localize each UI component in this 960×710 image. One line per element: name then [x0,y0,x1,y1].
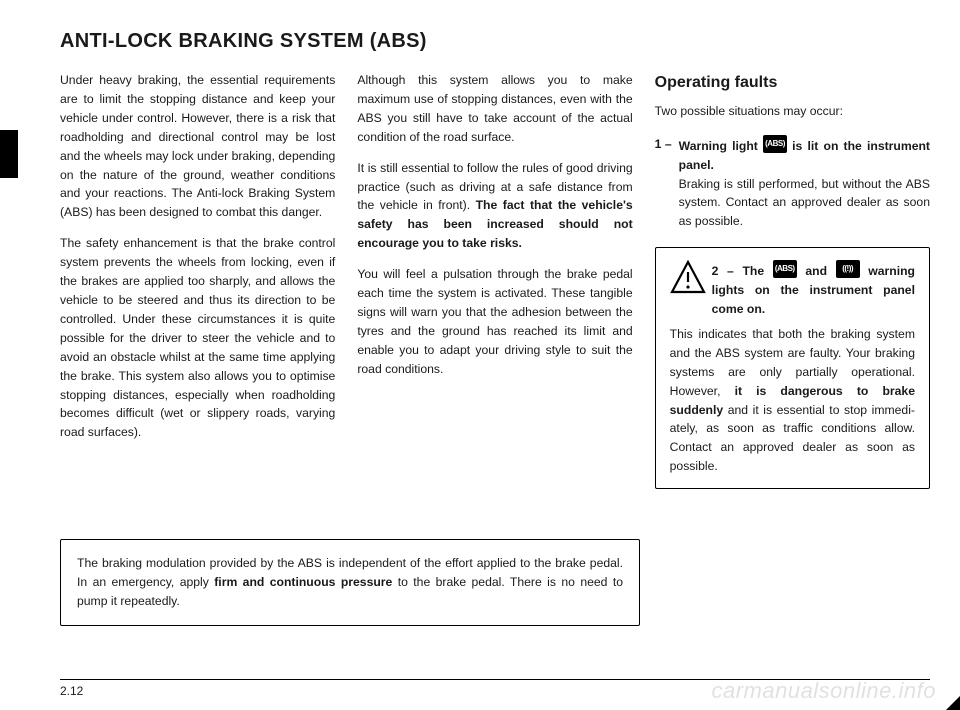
bottom-note-box: The braking modulation provided by the A… [60,539,640,626]
warning-triangle-icon [670,260,706,294]
page-content: ANTI-LOCK BRAKING SYSTEM (ABS) Under hea… [60,30,930,690]
warn-head-a: 2 – The [712,264,773,278]
col1-para2: The safety enhancement is that the brake… [60,234,335,442]
fault-1-body: Braking is still performed, but with­out… [679,177,930,229]
warning-box: 2 – The (ABS) and ((!)) warning lights o… [655,247,930,489]
watermark: carmanualsonline.info [711,678,936,704]
fault-1-head: Warning light (ABS) is lit on the instru… [679,139,930,172]
fault-1-head-a: Warning light [679,139,763,153]
abs-icon: (ABS) [763,135,787,153]
column-1: Under heavy braking, the essential re­qu… [60,71,335,489]
warning-body: This indicates that both the brak­ing sy… [670,325,915,476]
section-tab [0,130,18,178]
fault-1-number: 1 – [655,135,672,154]
page-corner-fold [946,696,960,710]
abs-icon-2: (ABS) [773,260,797,278]
page-number: 2.12 [60,684,83,698]
bottom-b: firm and continuous pressure [214,575,392,589]
brake-icon: ((!)) [836,260,860,278]
col2-para2: You will feel a pulsation through the br… [357,265,632,378]
col2-para1b: It is still essential to follow the rule… [357,159,632,254]
fault-1: 1 – Warning light (ABS) is lit on the in… [655,135,930,232]
col2-para1: Although this system allows you to make … [357,71,632,147]
column-3: Operating faults Two possible situations… [655,71,930,489]
col1-para1: Under heavy braking, the essential re­qu… [60,71,335,222]
operating-faults-heading: Operating faults [655,71,930,96]
columns-container: Under heavy braking, the essential re­qu… [60,71,930,489]
warning-head: 2 – The (ABS) and ((!)) warning lights o… [670,260,915,319]
col2-p1a: Although this system allows you to make … [357,73,632,144]
operating-faults-desc: Two possible situations may occur: [655,102,930,121]
column-2: Although this system allows you to make … [357,71,632,489]
warn-head-b: and [805,264,835,278]
page-title: ANTI-LOCK BRAKING SYSTEM (ABS) [60,30,930,53]
